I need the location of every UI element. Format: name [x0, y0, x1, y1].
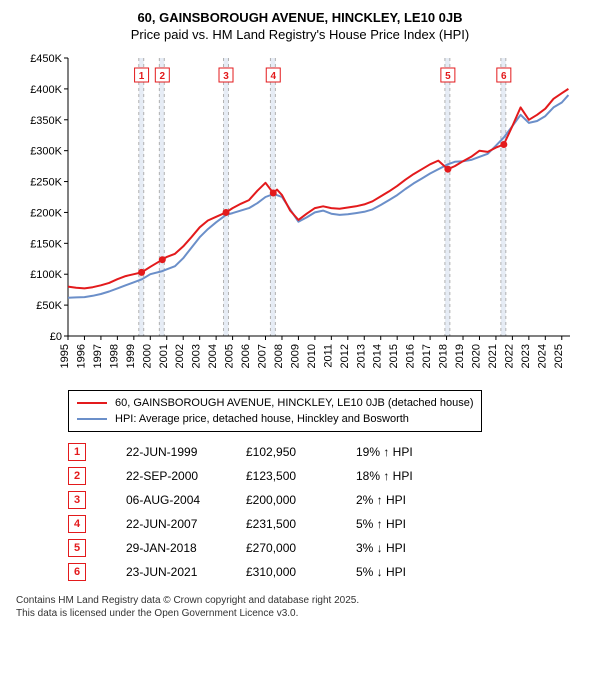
- transaction-marker: 3: [68, 491, 86, 509]
- svg-text:1998: 1998: [108, 344, 120, 368]
- svg-text:2020: 2020: [470, 344, 482, 368]
- svg-text:2003: 2003: [191, 344, 203, 368]
- transaction-delta: 19% ↑ HPI: [356, 445, 466, 459]
- transaction-delta: 3% ↓ HPI: [356, 541, 466, 555]
- chart-title: 60, GAINSBOROUGH AVENUE, HINCKLEY, LE10 …: [14, 10, 586, 42]
- transaction-marker: 1: [68, 443, 86, 461]
- table-row: 3 06-AUG-2004£200,0002% ↑ HPI: [68, 488, 586, 512]
- svg-text:2008: 2008: [273, 344, 285, 368]
- svg-text:£450K: £450K: [30, 53, 62, 65]
- footnote: Contains HM Land Registry data © Crown c…: [16, 594, 586, 620]
- transaction-date: 22-JUN-1999: [126, 445, 246, 459]
- svg-text:£200K: £200K: [30, 207, 62, 219]
- legend-item: HPI: Average price, detached house, Hinc…: [77, 411, 473, 427]
- chart-page: { "title": { "line1": "60, GAINSBOROUGH …: [0, 0, 600, 680]
- transaction-date: 22-SEP-2000: [126, 469, 246, 483]
- svg-text:2024: 2024: [536, 344, 548, 368]
- title-line-2: Price paid vs. HM Land Registry's House …: [14, 27, 586, 42]
- transaction-date: 23-JUN-2021: [126, 565, 246, 579]
- transaction-marker: 6: [68, 563, 86, 581]
- svg-text:£150K: £150K: [30, 238, 62, 250]
- transaction-price: £200,000: [246, 493, 356, 507]
- svg-text:2012: 2012: [339, 344, 351, 368]
- table-row: 6 23-JUN-2021£310,0005% ↓ HPI: [68, 560, 586, 584]
- transaction-price: £123,500: [246, 469, 356, 483]
- svg-text:£100K: £100K: [30, 269, 62, 281]
- chart-svg: £0 £50K £100K £150K £200K £250K £300K £350K £400…: [14, 50, 574, 380]
- svg-text:2010: 2010: [306, 344, 318, 368]
- svg-text:2004: 2004: [207, 344, 219, 368]
- svg-text:2018: 2018: [438, 344, 450, 368]
- svg-text:2005: 2005: [224, 344, 236, 368]
- svg-text:£250K: £250K: [30, 177, 62, 189]
- svg-text:2011: 2011: [322, 344, 334, 368]
- transaction-marker: 2: [68, 467, 86, 485]
- transaction-delta: 5% ↑ HPI: [356, 517, 466, 531]
- svg-text:2000: 2000: [141, 344, 153, 368]
- svg-text:2: 2: [160, 71, 166, 82]
- svg-text:1995: 1995: [59, 344, 71, 368]
- svg-text:5: 5: [445, 71, 451, 82]
- svg-text:2017: 2017: [421, 344, 433, 368]
- footnote-line: This data is licensed under the Open Gov…: [16, 607, 586, 620]
- table-row: 1 22-JUN-1999£102,95019% ↑ HPI: [68, 440, 586, 464]
- table-row: 4 22-JUN-2007£231,5005% ↑ HPI: [68, 512, 586, 536]
- transaction-delta: 5% ↓ HPI: [356, 565, 466, 579]
- svg-text:6: 6: [501, 71, 507, 82]
- legend-item: 60, GAINSBOROUGH AVENUE, HINCKLEY, LE10 …: [77, 395, 473, 411]
- svg-text:2023: 2023: [520, 344, 532, 368]
- svg-text:2015: 2015: [388, 344, 400, 368]
- footnote-line: Contains HM Land Registry data © Crown c…: [16, 594, 586, 607]
- transaction-price: £231,500: [246, 517, 356, 531]
- legend-label: 60, GAINSBOROUGH AVENUE, HINCKLEY, LE10 …: [115, 397, 473, 409]
- table-row: 5 29-JAN-2018£270,0003% ↓ HPI: [68, 536, 586, 560]
- legend: 60, GAINSBOROUGH AVENUE, HINCKLEY, LE10 …: [68, 390, 482, 432]
- svg-text:2016: 2016: [405, 344, 417, 368]
- svg-text:1999: 1999: [125, 344, 137, 368]
- transaction-date: 29-JAN-2018: [126, 541, 246, 555]
- title-line-1: 60, GAINSBOROUGH AVENUE, HINCKLEY, LE10 …: [14, 10, 586, 25]
- transaction-table: 1 22-JUN-1999£102,95019% ↑ HPI 2 22-SEP-200…: [68, 440, 586, 584]
- transaction-marker: 5: [68, 539, 86, 557]
- svg-text:3: 3: [223, 71, 229, 82]
- svg-text:2013: 2013: [355, 344, 367, 368]
- svg-text:£400K: £400K: [30, 84, 62, 96]
- svg-text:£0: £0: [50, 331, 62, 343]
- svg-text:£300K: £300K: [30, 146, 62, 158]
- table-row: 2 22-SEP-2000£123,50018% ↑ HPI: [68, 464, 586, 488]
- svg-text:1: 1: [139, 71, 145, 82]
- transaction-price: £310,000: [246, 565, 356, 579]
- svg-text:2001: 2001: [158, 344, 170, 368]
- svg-text:1997: 1997: [92, 344, 104, 368]
- transaction-marker: 4: [68, 515, 86, 533]
- legend-swatch: [77, 402, 107, 404]
- svg-text:2009: 2009: [289, 344, 301, 368]
- svg-text:2007: 2007: [257, 344, 269, 368]
- legend-swatch: [77, 418, 107, 420]
- svg-text:2006: 2006: [240, 344, 252, 368]
- svg-text:2021: 2021: [487, 344, 499, 368]
- svg-text:2025: 2025: [553, 344, 565, 368]
- transaction-price: £270,000: [246, 541, 356, 555]
- svg-text:4: 4: [270, 71, 276, 82]
- svg-text:2014: 2014: [372, 344, 384, 368]
- svg-text:2002: 2002: [174, 344, 186, 368]
- svg-text:2022: 2022: [503, 344, 515, 368]
- transaction-delta: 2% ↑ HPI: [356, 493, 466, 507]
- svg-text:2019: 2019: [454, 344, 466, 368]
- price-chart: £0 £50K £100K £150K £200K £250K £300K £350K £400…: [14, 50, 586, 380]
- svg-text:£350K: £350K: [30, 115, 62, 127]
- transaction-date: 06-AUG-2004: [126, 493, 246, 507]
- legend-label: HPI: Average price, detached house, Hinc…: [115, 413, 409, 425]
- transaction-delta: 18% ↑ HPI: [356, 469, 466, 483]
- svg-text:1996: 1996: [75, 344, 87, 368]
- transaction-date: 22-JUN-2007: [126, 517, 246, 531]
- svg-text:£50K: £50K: [36, 300, 62, 312]
- transaction-price: £102,950: [246, 445, 356, 459]
